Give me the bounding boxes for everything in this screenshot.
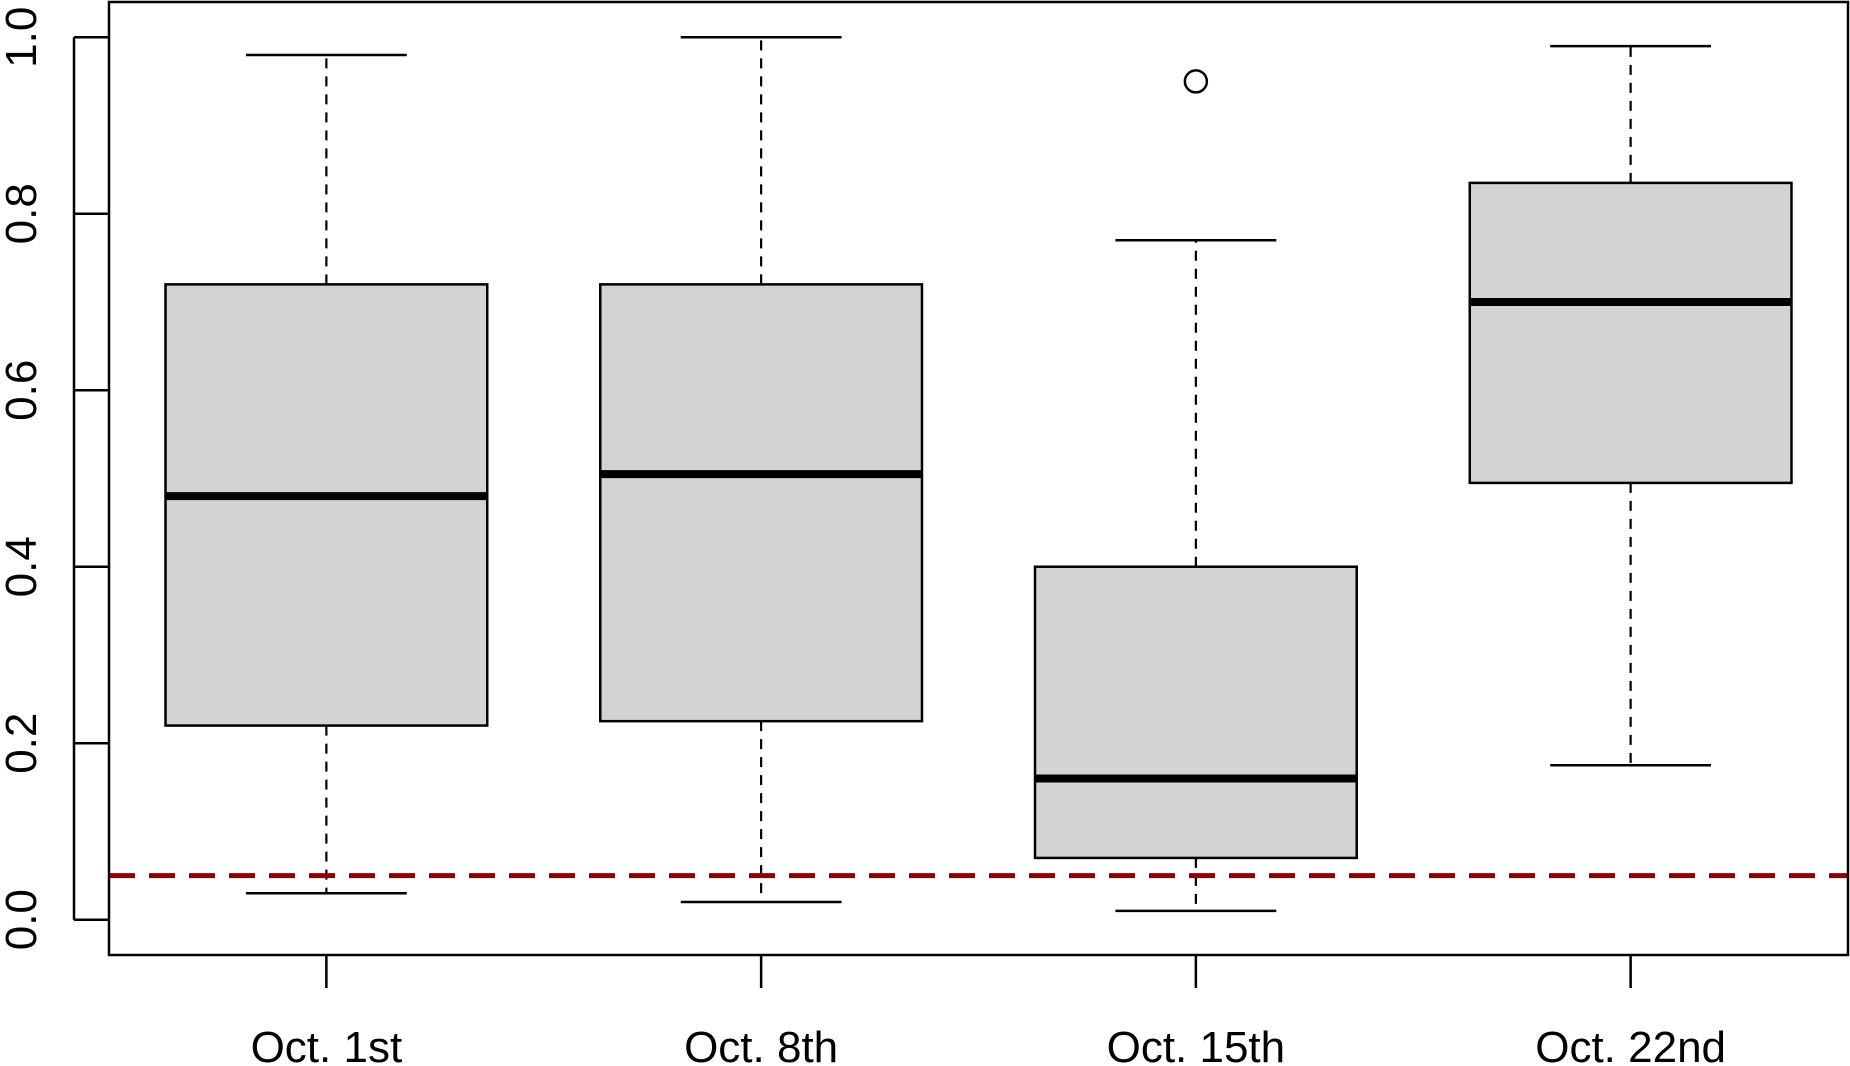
y-tick-label: 0.4 [0,536,46,597]
boxes-group [164,36,1793,913]
x-tick-label: Oct. 22nd [1535,1023,1726,1066]
outlier-point [1183,69,1209,94]
box-1 [164,53,489,895]
y-tick-label: 1.0 [0,7,46,68]
iqr-box [1468,181,1793,485]
x-tick-label: Oct. 1st [251,1023,403,1066]
y-tick-label: 0.8 [0,183,46,244]
y-tick-label: 0.2 [0,713,46,774]
x-tick-label: Oct. 15th [1107,1023,1286,1066]
iqr-box [1033,565,1358,860]
iqr-box [164,283,489,727]
plot-frame [107,0,1850,957]
y-axis: 0.0 0.2 0.4 0.6 0.8 1.0 [0,7,109,950]
box-3 [1033,69,1358,913]
x-axis: Oct. 1st Oct. 8th Oct. 15th Oct. 22nd [251,955,1726,1066]
iqr-box [599,283,924,723]
box-2 [599,36,924,904]
box-4 [1468,44,1793,767]
y-tick-label: 0.6 [0,360,46,421]
x-tick-label: Oct. 8th [684,1023,838,1066]
y-tick-label: 0.0 [0,889,46,950]
